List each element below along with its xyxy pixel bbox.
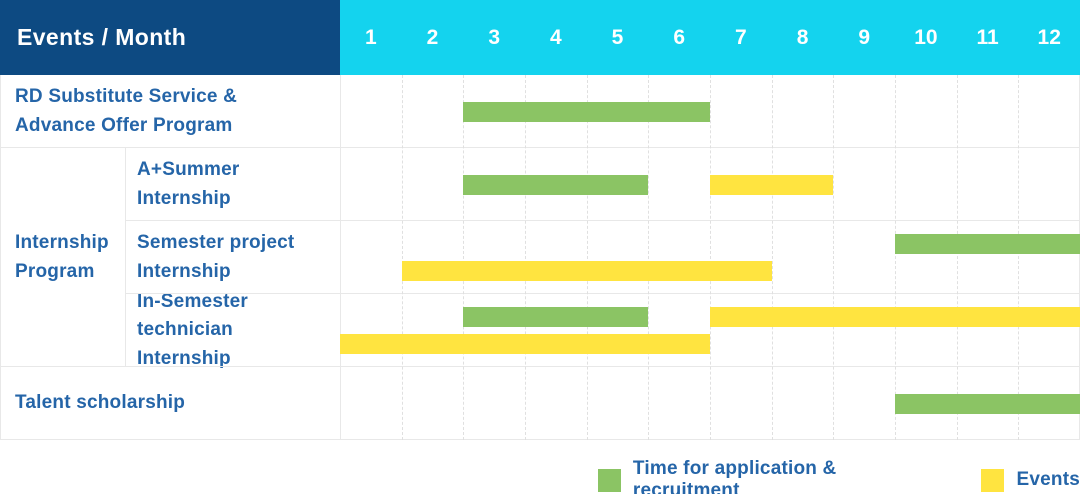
month-gridline [895,75,896,440]
table-title: Events / Month [17,24,187,50]
green-swatch-icon [598,468,621,492]
gantt-bar-yellow [401,261,772,281]
month-gridline [956,75,958,440]
group-label-text: Internship Program [15,232,109,282]
month-gridline [586,75,588,440]
legend-item-application-recruitment: Time for application & recruitment [598,458,947,494]
month-header-5: 5 [611,25,624,49]
month-header-4: 4 [550,25,562,49]
grid-row-divider [0,439,1080,440]
legend-label: Events [1016,469,1080,490]
legend-item-events: Events [981,468,1080,492]
label-column-divider [340,75,341,440]
row-label-semester-project: Semester project Internship [125,221,340,294]
row-label-rd-substitute: RD Substitute Service & Advance Offer Pr… [0,75,340,148]
grid-row-divider [125,220,1080,221]
row-label-text: Semester project Internship [137,232,295,282]
month-header-row: 1 2 3 4 5 6 7 8 9 10 11 12 [340,0,1080,75]
gantt-bar-green [463,307,649,327]
grid-row-divider [125,293,1080,294]
gantt-bar-green [895,234,1080,254]
month-gridline [401,75,403,440]
table-left-border [0,75,1,440]
gantt-bar-yellow [340,334,710,354]
gantt-bar-green [895,394,1080,414]
grid-row-divider [0,366,1080,367]
group-label-internship-program: Internship Program [0,148,125,367]
month-gridline [525,75,526,440]
month-header-1: 1 [364,25,377,49]
row-label-in-semester-technician: In-Semester technician Internship [125,291,340,369]
row-label-text: RD Substitute Service & Advance Offer Pr… [15,86,238,136]
row-label-a-plus-summer: A+Summer Internship [125,148,340,221]
row-label-talent-scholarship: Talent scholarship [0,367,340,440]
row-label-text: Talent scholarship [15,392,186,414]
table-corner-header: Events / Month [0,0,340,75]
grid-row-divider [0,147,1080,148]
month-header-3: 3 [488,25,501,49]
month-gridline [463,75,465,440]
month-gridline [771,75,773,440]
row-label-text: In-Semester technician Internship [137,290,248,369]
month-header-11: 11 [976,25,999,49]
month-header-8: 8 [796,25,809,49]
gantt-bar-green [463,175,649,195]
month-gridline [1018,75,1020,440]
row-label-text: A+Summer Internship [137,159,240,209]
gantt-bar-yellow [710,175,834,195]
month-header-2: 2 [426,25,439,49]
gantt-bar-yellow [710,307,1080,327]
month-header-9: 9 [858,25,871,49]
gantt-bar-green [463,102,710,122]
month-gridline [833,75,835,440]
month-gridline [648,75,650,440]
yellow-swatch-icon [981,468,1005,492]
legend-label: Time for application & recruitment [632,458,837,494]
month-header-12: 12 [1037,25,1061,49]
month-header-6: 6 [673,25,686,49]
month-header-7: 7 [735,25,747,49]
month-gridline [710,75,711,440]
legend: Time for application & recruitment Event… [598,458,1080,494]
sub-column-divider [125,148,126,367]
month-header-10: 10 [914,25,938,49]
